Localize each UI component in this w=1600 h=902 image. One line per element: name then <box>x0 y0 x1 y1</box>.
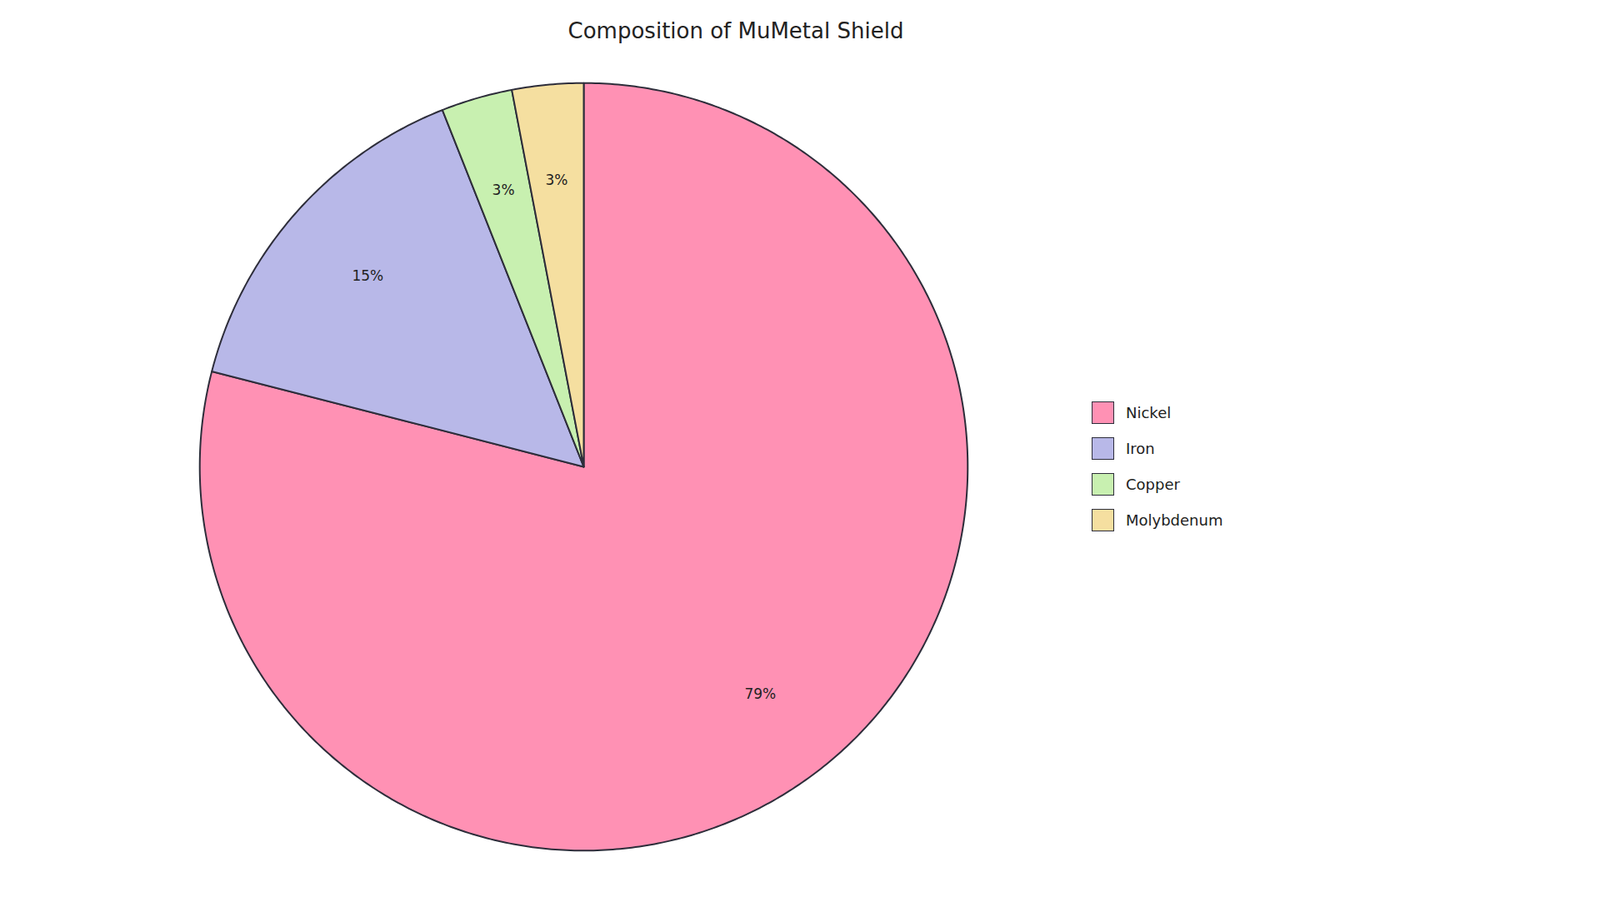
html-text:Iron: Iron <box>1125 440 1155 458</box>
html-text:Copper: Copper <box>1125 475 1180 494</box>
svg-text:3%: 3% <box>492 181 515 199</box>
svg-text:79%: 79% <box>744 685 776 703</box>
html-text:Composition of MuMetal Shield: Composition of MuMetal Shield <box>568 18 904 44</box>
svg-text:3%: 3% <box>545 171 568 189</box>
svg-text:15%: 15% <box>351 267 384 285</box>
html-text:Nickel: Nickel <box>1125 404 1171 422</box>
html-text:Molybdenum: Molybdenum <box>1125 511 1223 530</box>
